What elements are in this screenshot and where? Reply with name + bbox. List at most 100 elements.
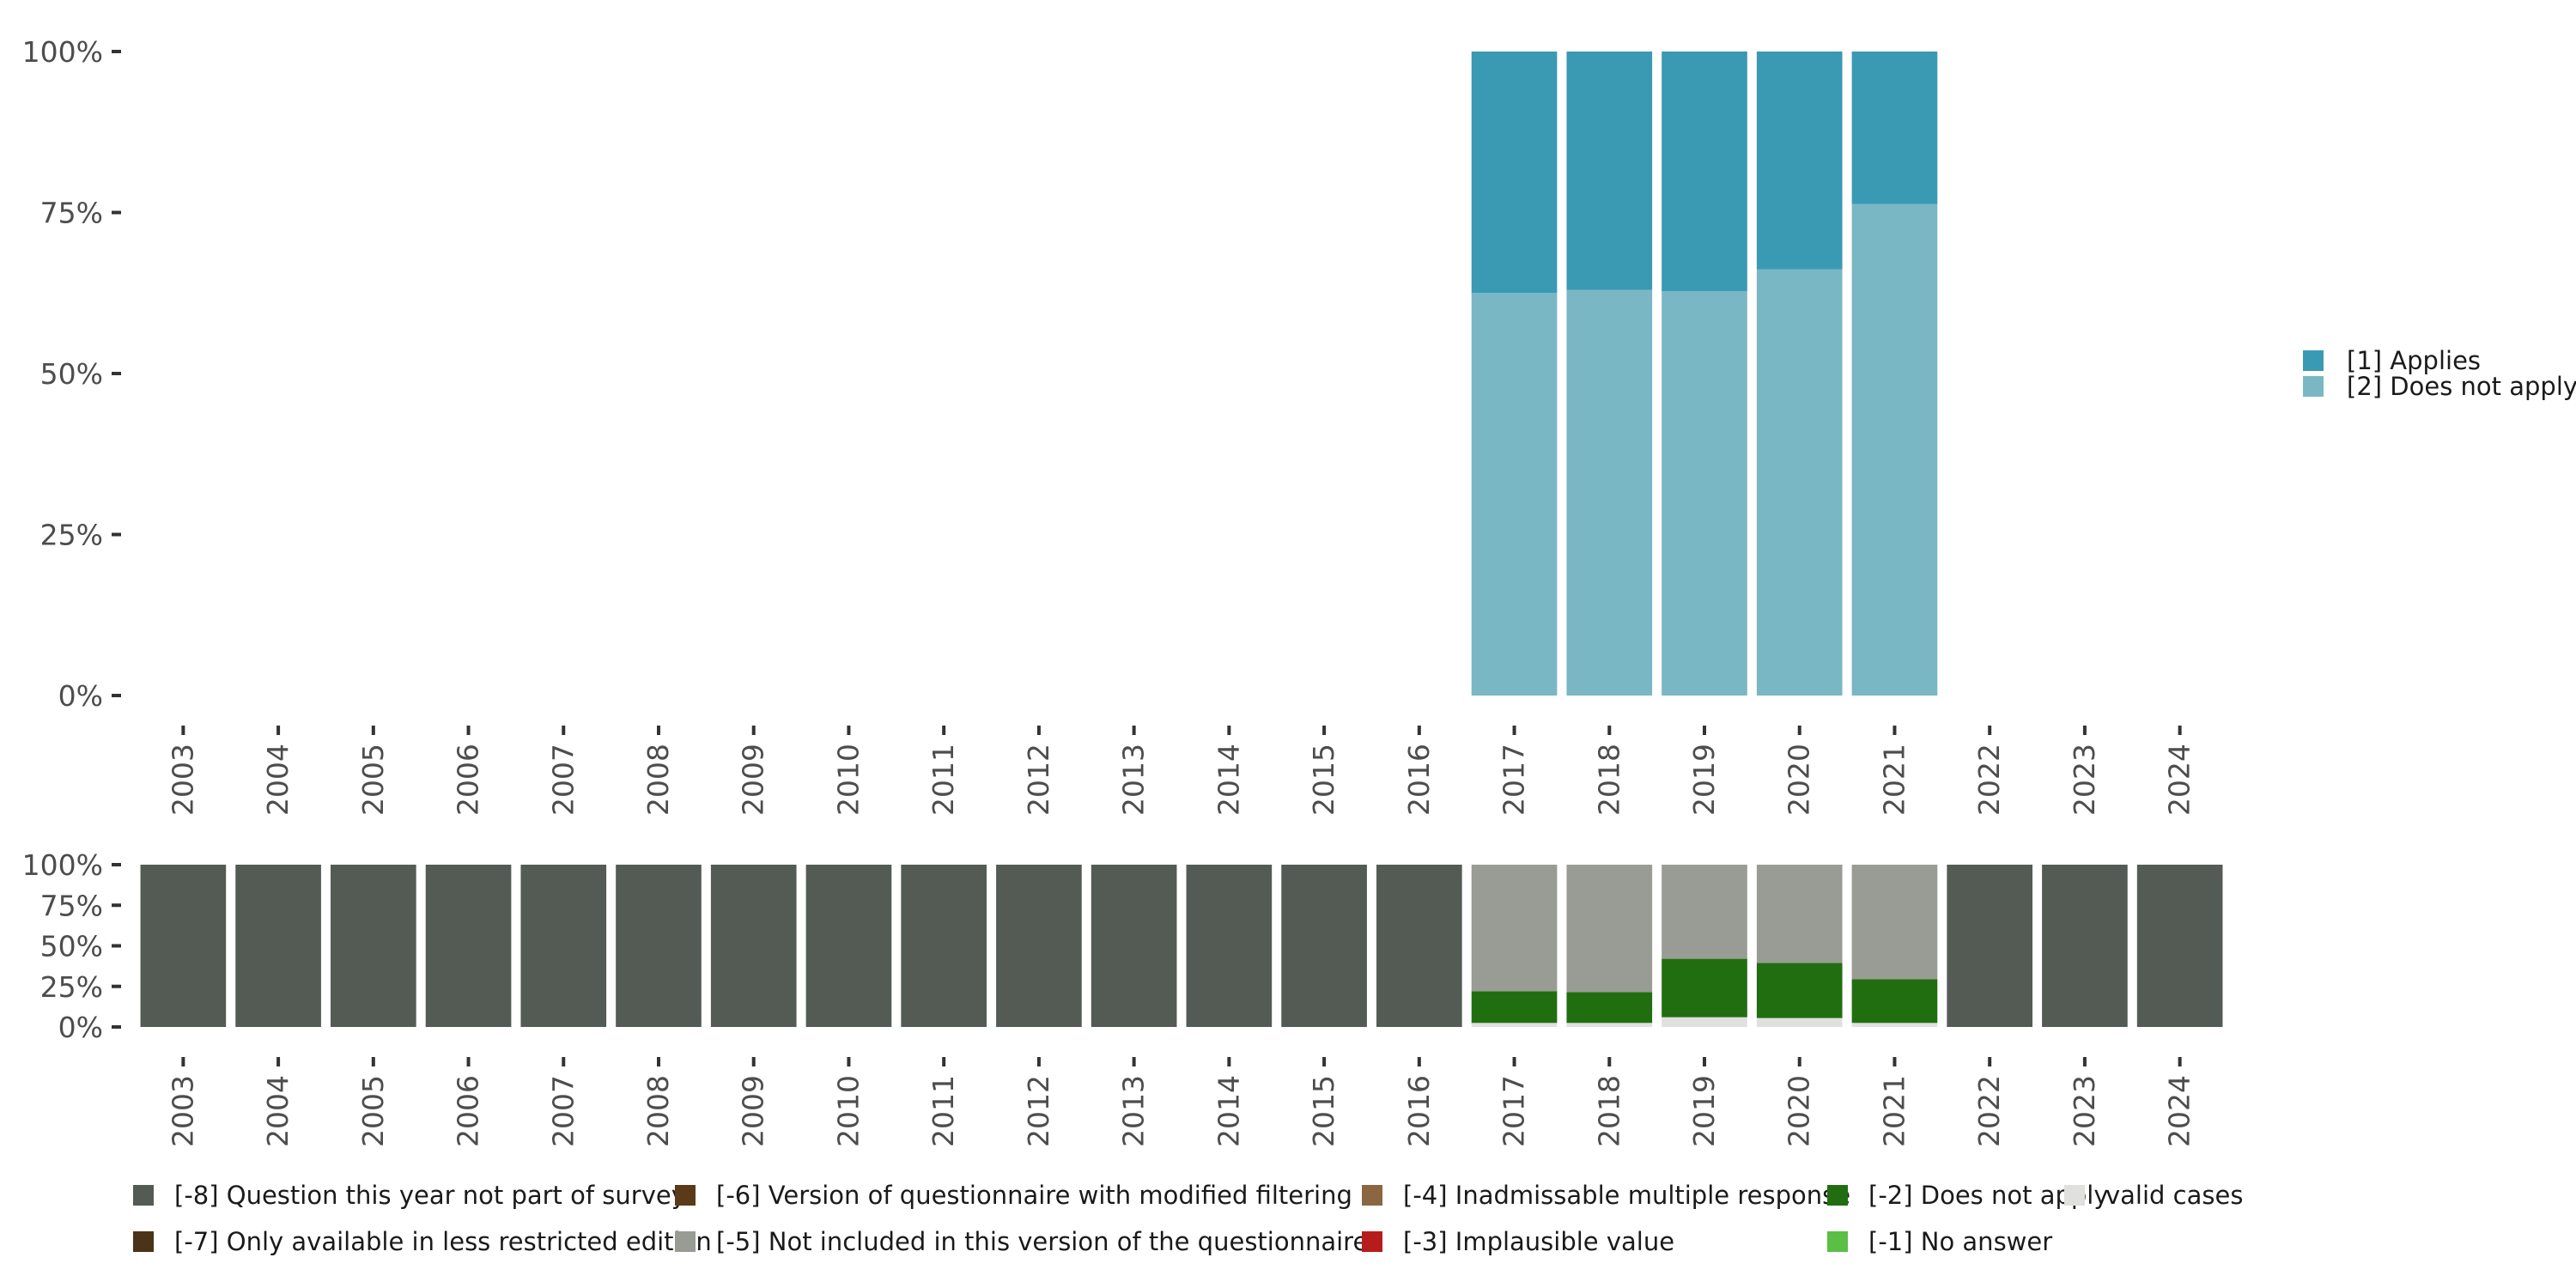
bottom-x-tick-label-2004: 2004 (261, 1075, 295, 1147)
top-y-tick-label: 50% (40, 357, 103, 391)
bottom-bar-2021-2 (1851, 979, 1938, 1024)
top-x-tick-label-2005: 2005 (356, 744, 390, 816)
bottom-legend: [-8] Question this year not part of surv… (133, 1181, 2243, 1256)
top-legend-swatch-0 (2303, 350, 2324, 371)
top-legend-swatch-1 (2303, 376, 2324, 397)
top-x-tick-label-2003: 2003 (166, 744, 199, 816)
bottom-bar-2018-5 (1566, 865, 1653, 993)
bottom-bar-2009-8 (710, 865, 797, 1027)
bottom-legend-swatch (1362, 1231, 1382, 1252)
bottom-y-tick-label: 100% (22, 848, 103, 882)
bottom-bar-2022-8 (1947, 865, 2033, 1027)
top-bar-2017-1 (1471, 293, 1558, 696)
top-bar-2020-1 (1756, 269, 1843, 696)
bottom-x-tick-label-2007: 2007 (546, 1075, 580, 1147)
top-x-tick-label-2009: 2009 (737, 744, 770, 816)
bottom-y-tick-label: 25% (40, 970, 103, 1004)
top-x-tick-label-2012: 2012 (1022, 744, 1055, 816)
bottom-panel: 0% 25% 50% 75% 100% 2003 2004 2005 2006 2007 2008 2… (22, 848, 2223, 1147)
top-x-tick-label-2022: 2022 (1972, 744, 2006, 816)
top-bar-2020-0 (1756, 52, 1843, 270)
bottom-bar-2017-2 (1471, 991, 1558, 1024)
bottom-bar-2019-5 (1662, 865, 1747, 959)
bottom-x-tick-label-2015: 2015 (1307, 1075, 1340, 1147)
bottom-x-tick-label-2012: 2012 (1022, 1075, 1055, 1147)
bottom-x-tick-label-2013: 2013 (1117, 1075, 1151, 1147)
bottom-x-tick-label-2016: 2016 (1402, 1075, 1436, 1147)
top-x-tick-label-2006: 2006 (452, 744, 485, 816)
bottom-bar-2019-0 (1662, 1017, 1747, 1027)
bottom-legend-swatch (1827, 1231, 1848, 1252)
bottom-legend-label: [-8] Question this year not part of surv… (174, 1181, 686, 1210)
bottom-x-tick-label-2009: 2009 (737, 1075, 770, 1147)
bottom-legend-swatch (675, 1185, 696, 1206)
bottom-bar-2020-0 (1756, 1018, 1843, 1027)
bottom-bar-2021-0 (1851, 1023, 1938, 1027)
top-legend: [1] Applies[2] Does not apply (2303, 346, 2576, 401)
top-y-tick-label: 100% (22, 35, 103, 69)
bottom-bar-2019-2 (1662, 958, 1747, 1018)
bottom-bar-2017-5 (1471, 865, 1558, 992)
bottom-bar-2015-8 (1281, 865, 1367, 1027)
top-x-tick-label-2016: 2016 (1402, 744, 1436, 816)
bottom-bar-2018-2 (1566, 992, 1653, 1024)
top-bar-2019-1 (1662, 291, 1747, 696)
bottom-legend-label: [-4] Inadmissable multiple response (1403, 1181, 1850, 1210)
bottom-legend-swatch (675, 1231, 696, 1252)
bottom-x-tick-label-2023: 2023 (2068, 1075, 2101, 1147)
top-legend-label-0: [1] Applies (2347, 346, 2481, 375)
top-y-tick-label: 0% (58, 679, 103, 713)
bottom-bar-2013-8 (1091, 865, 1177, 1027)
top-x-tick-label-2014: 2014 (1212, 744, 1245, 816)
bottom-bar-2018-0 (1566, 1023, 1653, 1027)
top-y-tick-label: 25% (40, 519, 103, 552)
bottom-x-tick-label-2019: 2019 (1687, 1075, 1721, 1147)
bottom-legend-swatch (1362, 1185, 1382, 1206)
top-x-tick-label-2021: 2021 (1877, 744, 1911, 816)
top-x-tick-label-2017: 2017 (1498, 744, 1531, 816)
bottom-y-tick-label: 0% (58, 1011, 103, 1044)
bottom-bar-2014-8 (1186, 865, 1273, 1027)
bottom-bar-2005-8 (330, 865, 416, 1027)
top-x-tick-label-2013: 2013 (1117, 744, 1151, 816)
top-bar-2021-1 (1851, 204, 1938, 696)
bottom-legend-label: [-1] No answer (1868, 1227, 2052, 1256)
bottom-x-tick-label-2011: 2011 (927, 1075, 960, 1147)
bottom-x-tick-label-2018: 2018 (1592, 1075, 1625, 1147)
bottom-bar-2008-8 (616, 865, 702, 1027)
bottom-x-tick-label-2017: 2017 (1498, 1075, 1531, 1147)
top-x-tick-label-2015: 2015 (1307, 744, 1340, 816)
top-x-tick-label-2023: 2023 (2068, 744, 2101, 816)
bottom-bar-2016-8 (1376, 865, 1462, 1027)
bottom-x-tick-label-2005: 2005 (356, 1075, 390, 1147)
bottom-x-tick-label-2020: 2020 (1783, 1075, 1816, 1147)
bottom-y-tick-label: 75% (40, 889, 103, 922)
bottom-x-tick-label-2014: 2014 (1212, 1075, 1245, 1147)
top-x-tick-label-2004: 2004 (261, 744, 295, 816)
top-x-tick-label-2020: 2020 (1783, 744, 1816, 816)
bottom-x-tick-label-2024: 2024 (2163, 1075, 2196, 1147)
top-x-tick-label-2008: 2008 (641, 744, 675, 816)
bottom-x-tick-label-2022: 2022 (1972, 1075, 2006, 1147)
top-legend-label-1: [2] Does not apply (2347, 372, 2576, 401)
bottom-legend-swatch (1827, 1185, 1848, 1206)
bottom-bar-2017-0 (1471, 1023, 1558, 1027)
top-bar-2019-0 (1662, 52, 1747, 291)
bottom-bar-2003-8 (140, 865, 227, 1027)
bottom-legend-label: [-3] Implausible value (1403, 1227, 1674, 1256)
top-bar-2018-1 (1566, 289, 1653, 696)
top-x-tick-label-2010: 2010 (831, 744, 865, 816)
bottom-legend-label: [-5] Not included in this version of the… (716, 1227, 1368, 1256)
bottom-bar-2011-8 (901, 865, 987, 1027)
top-y-tick-label: 75% (40, 197, 103, 230)
bottom-bar-2021-5 (1851, 865, 1938, 980)
bottom-bar-2007-8 (520, 865, 607, 1027)
bottom-legend-swatch (133, 1231, 154, 1252)
bottom-bar-2010-8 (805, 865, 892, 1027)
top-x-tick-label-2018: 2018 (1592, 744, 1625, 816)
bottom-x-tick-label-2003: 2003 (166, 1075, 199, 1147)
bottom-legend-label: valid cases (2105, 1181, 2243, 1210)
bottom-y-tick-label: 50% (40, 930, 103, 963)
top-x-tick-label-2011: 2011 (927, 744, 960, 816)
bottom-bar-2012-8 (996, 865, 1082, 1027)
